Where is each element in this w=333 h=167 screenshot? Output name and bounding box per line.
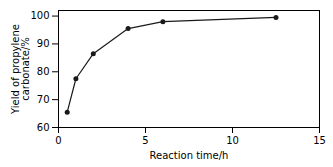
svg-text:Reaction time/h: Reaction time/h <box>150 150 229 161</box>
svg-text:0: 0 <box>55 135 61 146</box>
svg-text:100: 100 <box>30 10 49 21</box>
svg-text:80: 80 <box>37 66 50 77</box>
svg-text:5: 5 <box>142 135 148 146</box>
svg-text:70: 70 <box>37 94 50 105</box>
svg-text:Yield of propylenecarbonate/%: Yield of propylenecarbonate/% <box>10 24 31 115</box>
svg-text:10: 10 <box>226 135 239 146</box>
svg-text:15: 15 <box>313 135 326 146</box>
svg-text:90: 90 <box>37 38 50 49</box>
svg-text:60: 60 <box>37 122 50 133</box>
